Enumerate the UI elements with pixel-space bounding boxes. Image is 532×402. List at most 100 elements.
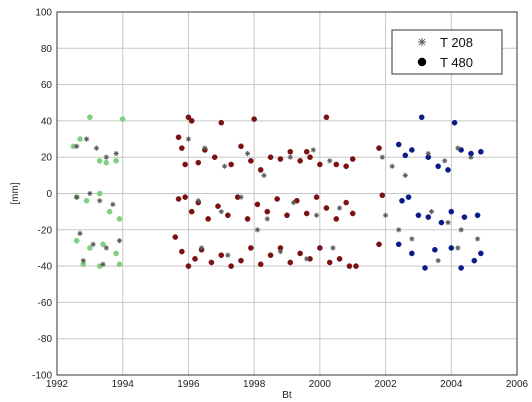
t480-point — [343, 163, 349, 170]
t480-point — [376, 241, 382, 248]
t208-point — [87, 190, 93, 197]
t480-point — [185, 263, 192, 269]
t480-point — [451, 119, 458, 126]
t208-point — [277, 248, 284, 255]
t480-point — [96, 190, 103, 197]
t480-point — [113, 158, 119, 164]
data-points — [70, 114, 484, 271]
t480-point — [297, 250, 303, 257]
t208-point — [254, 227, 261, 233]
t480-point — [251, 116, 257, 122]
t208-point — [97, 198, 103, 204]
t480-point — [195, 159, 202, 166]
t480-point — [87, 245, 93, 251]
t480-point — [257, 167, 264, 173]
t208-point — [428, 209, 435, 215]
t480-point — [353, 263, 359, 269]
t208-point — [396, 227, 402, 233]
t208-point — [90, 241, 96, 247]
t480-point — [208, 259, 215, 266]
t480-point — [458, 265, 464, 271]
t480-point — [343, 199, 349, 206]
t208-point — [409, 236, 415, 242]
t480-point — [425, 214, 432, 220]
t480-point — [119, 116, 126, 122]
legend: T 208 T 480 — [391, 29, 503, 75]
t480-point — [402, 152, 409, 159]
t480-point — [192, 256, 198, 262]
legend-label: T 480 — [440, 55, 473, 70]
t480-point — [113, 250, 119, 257]
t480-point — [336, 256, 343, 262]
t480-point — [409, 250, 415, 257]
y-tick-label: -100 — [32, 371, 52, 382]
t480-point — [287, 259, 294, 266]
t480-point — [323, 114, 330, 121]
t208-point — [93, 145, 100, 151]
legend-marker-t480 — [417, 57, 427, 67]
legend-marker-t208 — [417, 37, 427, 47]
t480-point — [415, 212, 422, 219]
y-tick-label: 80 — [41, 44, 53, 55]
y-tick-label: 0 — [46, 189, 52, 200]
plot-frame — [56, 11, 518, 376]
t480-point — [218, 119, 225, 126]
t480-point — [96, 158, 103, 164]
t480-point — [182, 194, 188, 200]
t208-point — [221, 163, 228, 169]
t480-point — [254, 201, 261, 208]
t208-point — [435, 258, 441, 264]
t480-point — [175, 196, 182, 202]
t208-point — [327, 158, 333, 164]
t480-point — [349, 210, 356, 217]
t208-point — [100, 261, 106, 267]
t480-point — [418, 114, 425, 121]
t208-point — [103, 245, 109, 251]
t480-point — [179, 248, 185, 255]
t480-point — [77, 136, 83, 142]
t480-point — [225, 212, 231, 219]
t480-point — [317, 245, 323, 251]
t480-point — [172, 234, 179, 240]
t208-point — [310, 147, 316, 153]
t480-point — [215, 203, 221, 210]
t480-point — [445, 167, 451, 173]
t480-point — [326, 259, 333, 266]
t480-point — [307, 154, 313, 160]
y-tick-label: 40 — [41, 116, 53, 127]
t208-point — [336, 205, 343, 211]
t208-point — [382, 212, 389, 218]
t208-point — [74, 143, 80, 149]
t208-point — [287, 154, 293, 160]
t480-point — [294, 197, 300, 204]
x-tick-label: 1996 — [177, 379, 200, 390]
t208-point — [238, 194, 244, 200]
t208-point — [313, 212, 320, 218]
t480-point — [188, 208, 195, 215]
t480-point — [277, 156, 284, 162]
t480-point — [228, 263, 234, 269]
t480-point — [175, 134, 182, 141]
t480-point — [257, 261, 264, 268]
t208-point — [225, 252, 231, 258]
t480-point — [185, 114, 192, 121]
t480-point — [218, 252, 225, 259]
t208-point — [304, 256, 310, 262]
t480-point — [96, 263, 103, 269]
t480-point — [182, 161, 188, 168]
t480-point — [471, 257, 478, 264]
t480-point — [395, 141, 402, 148]
t480-point — [474, 212, 481, 219]
y-tick-label: 100 — [35, 8, 52, 19]
t208-point — [195, 198, 201, 204]
t480-point — [100, 241, 106, 248]
t208-point — [77, 230, 83, 237]
t480-point — [333, 161, 340, 168]
t208-point — [442, 158, 448, 164]
t480-point — [405, 194, 412, 200]
t208-point — [113, 150, 119, 157]
t480-point — [267, 154, 274, 160]
y-tick-label: -40 — [38, 262, 53, 273]
t480-point — [205, 216, 211, 222]
y-tick-label: -20 — [38, 225, 53, 236]
